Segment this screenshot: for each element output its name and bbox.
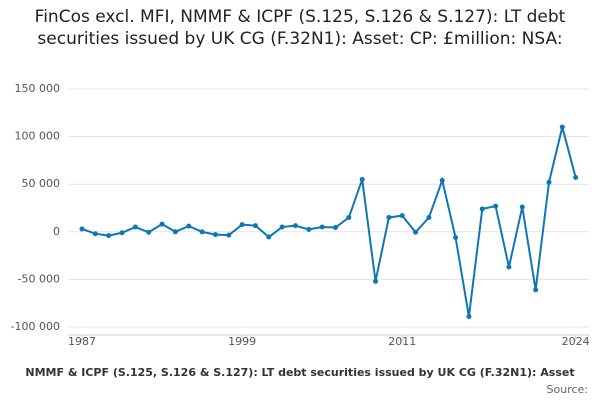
source: Source: bbox=[547, 383, 589, 396]
point bbox=[466, 314, 472, 320]
point bbox=[226, 232, 232, 238]
x-axis-label: NMMF & ICPF (S.125, S.126 & S.127): LT d… bbox=[25, 366, 574, 379]
point bbox=[333, 225, 338, 231]
point bbox=[279, 224, 285, 230]
point bbox=[106, 233, 112, 239]
point bbox=[439, 177, 445, 183]
point bbox=[453, 235, 459, 241]
point bbox=[319, 224, 325, 230]
point bbox=[266, 234, 272, 240]
point bbox=[119, 230, 125, 236]
point bbox=[399, 213, 405, 219]
point bbox=[146, 229, 152, 235]
point bbox=[92, 231, 98, 237]
point bbox=[239, 222, 245, 228]
y-tick-label: 150 000 bbox=[15, 82, 61, 95]
point bbox=[252, 223, 258, 229]
chart-title: FinCos excl. MFI, NMMF & ICPF (S.125, S.… bbox=[34, 7, 566, 49]
point bbox=[506, 264, 512, 270]
point bbox=[159, 221, 165, 227]
point bbox=[186, 223, 192, 229]
point bbox=[386, 215, 392, 221]
point bbox=[132, 224, 138, 230]
point bbox=[479, 206, 485, 212]
point bbox=[559, 124, 565, 130]
y-tick-label: 50 000 bbox=[22, 177, 61, 190]
x-tick-label: 1999 bbox=[228, 335, 256, 348]
point bbox=[573, 175, 579, 181]
point bbox=[199, 229, 205, 235]
point bbox=[533, 287, 539, 293]
x-tick-label: 1987 bbox=[68, 335, 96, 348]
series-line bbox=[81, 126, 577, 317]
y-tick-label: 100 000 bbox=[15, 130, 61, 143]
point bbox=[493, 203, 499, 209]
point bbox=[519, 204, 525, 210]
point bbox=[346, 215, 352, 221]
point bbox=[546, 179, 552, 185]
point bbox=[426, 215, 432, 221]
y-tick-label: -100 000 bbox=[11, 320, 60, 333]
x-tick-label: 2024 bbox=[562, 335, 590, 348]
x-tick-label: 2011 bbox=[388, 335, 416, 348]
point bbox=[292, 223, 298, 229]
point bbox=[373, 278, 379, 284]
y-tick-label: -50 000 bbox=[18, 272, 60, 285]
point bbox=[413, 229, 419, 235]
y-tick-label: 0 bbox=[53, 225, 60, 238]
point bbox=[306, 226, 312, 232]
point bbox=[172, 229, 178, 235]
point bbox=[79, 226, 85, 232]
point bbox=[212, 232, 218, 238]
point bbox=[359, 176, 365, 182]
